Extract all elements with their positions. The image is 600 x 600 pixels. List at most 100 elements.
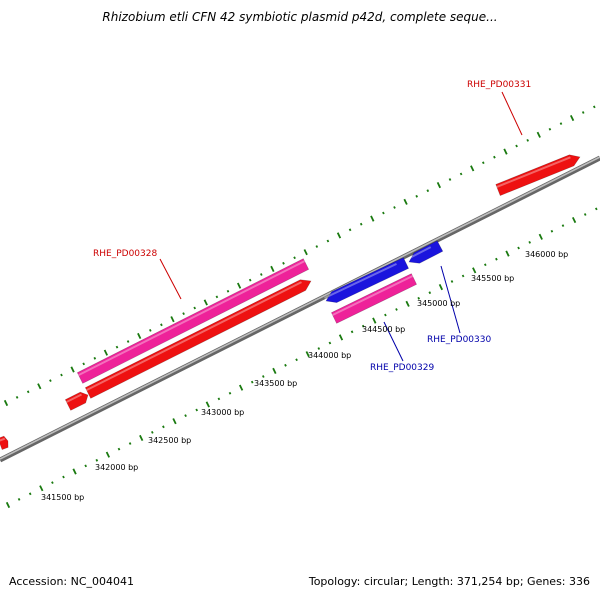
tick-label: 341500 bp xyxy=(41,493,84,502)
tick-mark xyxy=(172,418,177,425)
tick-mark xyxy=(84,464,88,468)
tick-mark xyxy=(395,308,398,311)
leader-line xyxy=(159,258,182,300)
tick-mark xyxy=(160,323,163,327)
tick-mark xyxy=(284,363,287,367)
tick-mark xyxy=(317,347,321,350)
tick-mark xyxy=(538,233,543,240)
tick-mark xyxy=(248,278,252,282)
tick-mark xyxy=(417,296,421,300)
tick-mark xyxy=(236,282,242,289)
tick-mark xyxy=(226,289,230,293)
tick-mark xyxy=(95,458,99,462)
gene-block-partial[interactable] xyxy=(64,391,89,411)
tick-mark xyxy=(338,334,344,341)
tick-mark xyxy=(583,213,587,216)
tick-mark xyxy=(62,475,65,479)
tick-mark xyxy=(170,316,175,323)
tick-mark xyxy=(384,313,387,317)
tick-mark xyxy=(250,380,254,384)
tick-mark xyxy=(426,189,430,193)
tick-mark xyxy=(472,267,477,274)
tick-mark xyxy=(348,228,352,232)
tick-mark xyxy=(293,256,296,260)
tick-mark xyxy=(461,274,465,278)
tick-mark xyxy=(493,155,496,159)
tick-mark xyxy=(569,115,575,122)
tick-mark xyxy=(303,249,308,256)
cds-block-rhe-pd00330[interactable] xyxy=(408,240,444,264)
tick-mark xyxy=(126,340,130,343)
gene-block-rhe-pd00329[interactable] xyxy=(331,273,417,324)
tick-mark xyxy=(195,408,199,412)
tick-mark xyxy=(115,345,119,349)
gene-label-rhe-pd00329[interactable]: RHE_PD00329 xyxy=(370,363,434,373)
tick-mark xyxy=(336,232,342,239)
tick-label: 344500 bp xyxy=(362,325,405,334)
tick-mark xyxy=(315,245,319,248)
cds-block-rhe-pd00329[interactable] xyxy=(325,257,410,303)
gene-block-partial[interactable] xyxy=(0,435,9,450)
tick-mark xyxy=(326,239,330,243)
tick-mark xyxy=(594,207,598,211)
tick-mark xyxy=(137,332,142,339)
tick-mark xyxy=(272,367,277,374)
tick-label: 346000 bp xyxy=(525,250,568,259)
tick-mark xyxy=(495,257,498,261)
tick-mark xyxy=(295,358,298,362)
tick-mark xyxy=(39,485,44,492)
leader-line xyxy=(501,91,523,136)
cds-block-rhe-pd00331[interactable] xyxy=(495,154,581,196)
tick-mark xyxy=(148,328,152,332)
tick-mark xyxy=(436,182,442,189)
tick-label: 343500 bp xyxy=(254,379,297,388)
tick-mark xyxy=(51,481,54,485)
tick-mark xyxy=(203,299,208,306)
tick-mark xyxy=(571,217,577,224)
leader-line xyxy=(440,265,461,334)
tick-label: 342000 bp xyxy=(95,463,138,472)
tick-mark xyxy=(128,442,132,445)
tick-mark xyxy=(17,497,21,501)
tick-mark xyxy=(215,295,219,299)
tick-mark xyxy=(205,401,210,408)
tick-mark xyxy=(536,131,541,138)
tick-mark xyxy=(372,317,377,324)
tick-mark xyxy=(270,265,275,272)
tick-label: 345000 bp xyxy=(417,299,460,308)
tick-label: 343000 bp xyxy=(201,408,244,417)
tick-mark xyxy=(470,165,475,172)
tick-mark xyxy=(217,397,221,401)
cds-block-rhe-pd00328[interactable] xyxy=(84,279,312,399)
tick-mark xyxy=(550,229,554,233)
tick-label: 342500 bp xyxy=(148,436,191,445)
tick-mark xyxy=(350,330,354,334)
plasmid-backbone xyxy=(0,155,600,463)
tick-mark xyxy=(182,312,185,316)
tick-mark xyxy=(581,111,585,114)
gene-label-rhe-pd00331[interactable]: RHE_PD00331 xyxy=(467,80,531,90)
tick-mark xyxy=(559,122,563,126)
tick-mark xyxy=(482,161,485,165)
tick-mark xyxy=(72,468,77,475)
tick-mark xyxy=(503,148,508,155)
tick-mark xyxy=(450,280,454,283)
tick-mark xyxy=(37,383,42,390)
tick-label: 344000 bp xyxy=(308,351,351,360)
tick-mark xyxy=(139,434,144,441)
tick-mark xyxy=(60,373,63,377)
tick-mark xyxy=(370,215,375,222)
tick-mark xyxy=(561,224,565,228)
accession-text: Accession: NC_004041 xyxy=(9,575,135,588)
tick-mark xyxy=(3,399,9,407)
tick-mark xyxy=(459,172,463,176)
leader-line xyxy=(383,321,404,362)
tick-mark xyxy=(428,291,432,295)
tick-mark xyxy=(261,375,265,378)
gene-block-rhe-pd00328[interactable] xyxy=(76,258,310,384)
tick-mark xyxy=(70,366,75,373)
map-summary-text: Topology: circular; Length: 371,254 bp; … xyxy=(308,575,590,588)
gene-label-rhe-pd00328[interactable]: RHE_PD00328 xyxy=(93,249,157,259)
tick-mark xyxy=(448,178,452,181)
gene-label-rhe-pd00330[interactable]: RHE_PD00330 xyxy=(427,335,491,345)
